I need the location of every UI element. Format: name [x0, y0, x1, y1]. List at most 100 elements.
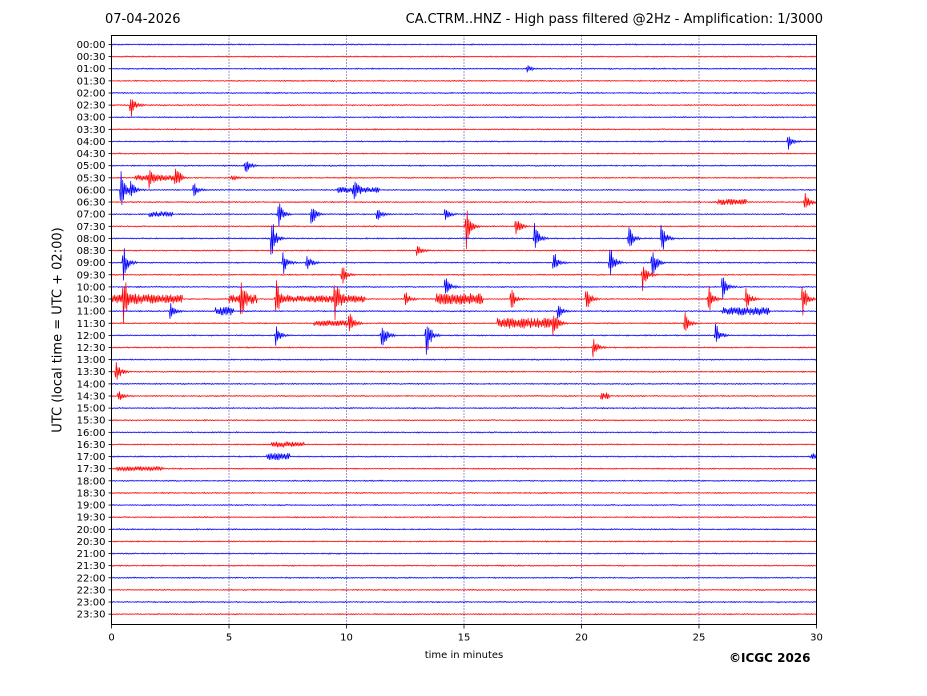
- x-tick-label: 5: [226, 633, 232, 644]
- y-tick-label: 06:00: [77, 185, 106, 196]
- y-tick-label: 12:00: [77, 331, 106, 342]
- y-tick-label: 22:30: [77, 585, 106, 596]
- x-axis-label: time in minutes: [424, 650, 504, 661]
- y-tick-label: 16:30: [77, 440, 106, 451]
- y-tick-label: 11:30: [77, 319, 106, 330]
- trace-line: [111, 479, 817, 483]
- trace-line: [111, 192, 817, 208]
- trace-line: [111, 91, 817, 95]
- trace-line: [111, 210, 817, 250]
- y-tick-label: 11:00: [77, 307, 106, 318]
- trace-line: [111, 128, 817, 131]
- trace-line: [111, 277, 817, 299]
- trace-line: [111, 503, 817, 507]
- trace-line: [111, 418, 817, 422]
- y-tick-label: 08:00: [77, 234, 106, 245]
- trace-line: [111, 339, 817, 358]
- trace-line: [111, 43, 817, 46]
- trace-line: [111, 564, 817, 568]
- y-tick-label: 19:30: [77, 513, 106, 524]
- y-tick-label: 09:30: [77, 270, 106, 281]
- trace-line: [111, 453, 817, 461]
- chart-title: CA.CTRM..HNZ - High pass filtered @2Hz -…: [405, 12, 823, 27]
- y-tick-label: 17:00: [77, 452, 106, 463]
- y-tick-label: 00:30: [77, 52, 106, 63]
- y-tick-label: 10:00: [77, 282, 106, 293]
- plot-frame: [111, 35, 817, 625]
- y-tick-label: 18:00: [77, 476, 106, 487]
- trace-line: [111, 600, 817, 604]
- trace-line: [111, 248, 817, 281]
- trace-line: [111, 323, 817, 355]
- y-tick-label: 03:00: [77, 113, 106, 124]
- y-tick-label: 18:30: [77, 488, 106, 499]
- x-tick-label: 0: [108, 633, 114, 644]
- y-tick-label: 20:00: [77, 525, 106, 536]
- y-tick-label: 20:30: [77, 537, 106, 548]
- chart-date: 07-04-2026: [105, 12, 181, 27]
- y-tick-label: 13:00: [77, 355, 106, 366]
- y-tick-label: 23:00: [77, 598, 106, 609]
- y-tick-label: 05:00: [77, 161, 106, 172]
- trace-line: [111, 99, 817, 117]
- trace-line: [111, 612, 817, 616]
- y-tick-label: 06:30: [77, 198, 106, 209]
- y-tick-label: 07:00: [77, 210, 106, 221]
- y-tick-label: 14:30: [77, 391, 106, 402]
- y-tick-label: 04:30: [77, 149, 106, 160]
- trace-lines: [111, 43, 817, 616]
- y-tick-label: 21:00: [77, 549, 106, 560]
- y-tick-label: 04:00: [77, 137, 106, 148]
- y-tick-label: 14:00: [77, 379, 106, 390]
- y-tick-label: 21:30: [77, 561, 106, 572]
- trace-line: [111, 312, 817, 336]
- x-tick-label: 25: [693, 633, 706, 644]
- trace-line: [111, 362, 817, 380]
- x-tick-label: 10: [340, 633, 353, 644]
- trace-line: [111, 491, 817, 495]
- y-tick-label: 01:00: [77, 64, 106, 75]
- trace-line: [111, 280, 817, 324]
- y-tick-label: 16:00: [77, 428, 106, 439]
- trace-line: [111, 79, 817, 83]
- trace-line: [111, 588, 817, 592]
- trace-line: [111, 515, 817, 519]
- trace-line: [111, 358, 817, 361]
- trace-line: [111, 303, 817, 319]
- y-tick-label: 15:30: [77, 416, 106, 427]
- y-tick-label: 17:30: [77, 464, 106, 475]
- trace-line: [111, 465, 817, 472]
- trace-line: [111, 115, 817, 119]
- y-tick-label: 07:30: [77, 222, 106, 233]
- y-tick-label: 02:30: [77, 101, 106, 112]
- y-tick-label: 09:00: [77, 258, 106, 269]
- trace-line: [111, 65, 817, 73]
- trace-line: [111, 55, 817, 58]
- trace-line: [111, 527, 817, 531]
- trace-line: [111, 161, 817, 173]
- trace-line: [111, 203, 817, 227]
- trace-line: [111, 552, 817, 555]
- y-tick-label: 12:30: [77, 343, 106, 354]
- trace-line: [111, 171, 817, 205]
- y-tick-label: 13:30: [77, 367, 106, 378]
- x-tick-label: 15: [458, 633, 471, 644]
- trace-line: [111, 223, 817, 255]
- trace-line: [111, 245, 817, 256]
- trace-line: [111, 382, 817, 386]
- y-tick-label: 19:00: [77, 501, 106, 512]
- trace-line: [111, 576, 817, 580]
- x-tick-label: 20: [575, 633, 588, 644]
- trace-line: [111, 441, 817, 448]
- trace-line: [111, 406, 817, 410]
- y-tick-label: 15:00: [77, 404, 106, 415]
- y-tick-label: 03:30: [77, 125, 106, 136]
- trace-line: [111, 152, 817, 155]
- y-tick-label: 05:30: [77, 173, 106, 184]
- y-tick-label: 01:30: [77, 76, 106, 87]
- y-tick-label: 10:30: [77, 295, 106, 306]
- trace-line: [111, 136, 817, 150]
- trace-line: [111, 540, 817, 543]
- trace-line: [111, 431, 817, 434]
